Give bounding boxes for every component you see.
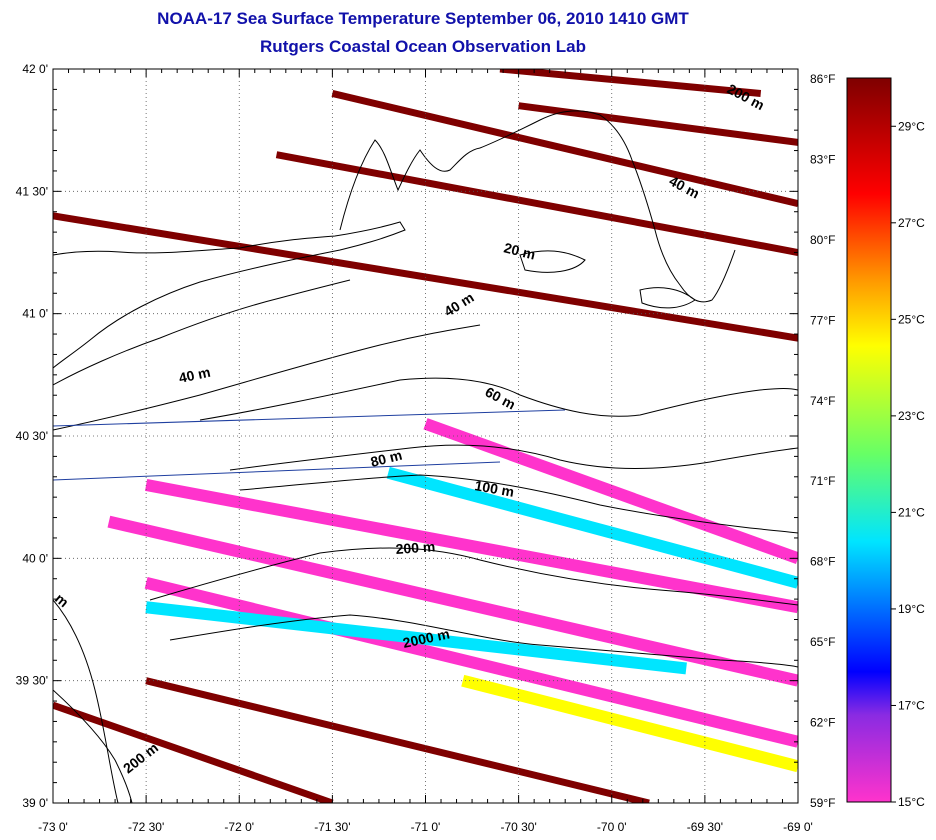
isobath-60m: [199, 377, 798, 421]
transect-line-north: [53, 409, 566, 427]
contour-label-40m-w: 40 m: [177, 364, 212, 386]
fahrenheit-label: 59°F: [810, 796, 835, 810]
fahrenheit-label: 86°F: [810, 72, 835, 86]
sst-swath: [331, 90, 798, 207]
longitude-label: -71 30': [314, 820, 350, 834]
contour-label-200m-ne: 200 m: [725, 81, 768, 114]
sst-swath: [107, 515, 798, 687]
map-title: NOAA-17 Sea Surface Temperature Septembe…: [157, 9, 689, 28]
contour-labels: 200 m 40 m 20 m 40 m 40 m 60 m 80 m 100 …: [52, 81, 767, 777]
latitude-label: 42 0': [22, 62, 48, 76]
grid-lines: [53, 69, 798, 803]
fahrenheit-label: 62°F: [810, 716, 835, 730]
celsius-label: 15°C: [898, 795, 925, 809]
long-island-coast: [53, 221, 406, 369]
fahrenheit-label: 77°F: [810, 313, 835, 327]
sst-swath: [386, 466, 798, 589]
longitude-label: -70 0': [597, 820, 627, 834]
fahrenheit-label: 83°F: [810, 152, 835, 166]
isobath-200m-south: [53, 689, 133, 803]
latitude-label: 41 30': [16, 184, 48, 198]
latitude-label: 39 0': [22, 796, 48, 810]
nantucket: [639, 287, 696, 309]
fahrenheit-labels: 86°F 83°F 80°F 77°F 74°F 71°F 68°F 65°F 62°F 59°F: [810, 72, 835, 810]
celsius-label: 25°C: [898, 312, 925, 326]
fahrenheit-label: 65°F: [810, 635, 835, 649]
celsius-label: 27°C: [898, 216, 925, 230]
marthas-vineyard: [519, 250, 586, 273]
long-island-south: [53, 279, 351, 386]
latitude-labels: 42 0' 41 30' 41 0' 40 30' 40 0' 39 30' 39 0': [16, 62, 48, 810]
sst-swath: [499, 69, 762, 97]
transect-line-south: [53, 461, 501, 481]
fahrenheit-label: 74°F: [810, 394, 835, 408]
contour-label-m-w: m: [52, 590, 72, 610]
longitude-label: -72 30': [128, 820, 164, 834]
sst-swath: [275, 151, 798, 256]
celsius-labels: 29°C 27°C 25°C 23°C 21°C 19°C 17°C 15°C: [891, 119, 925, 809]
sst-swath: [145, 601, 687, 675]
contour-label-80m: 80 m: [369, 447, 404, 470]
celsius-label: 19°C: [898, 602, 925, 616]
sst-swath: [145, 479, 798, 614]
contour-label-40m-mid: 40 m: [441, 289, 477, 319]
longitude-label: -72 0': [224, 820, 254, 834]
fahrenheit-label: 71°F: [810, 474, 835, 488]
longitude-label: -73 0': [38, 820, 68, 834]
longitude-label: -69 0': [783, 820, 813, 834]
latitude-label: 39 30': [16, 674, 48, 688]
axis-ticks: [52, 68, 799, 804]
rhode-island-coast: [339, 139, 481, 231]
celsius-label: 29°C: [898, 119, 925, 133]
isobath-2000m: [169, 614, 798, 668]
longitude-label: -70 30': [500, 820, 536, 834]
longitude-labels: -73 0' -72 30' -72 0' -71 30' -71 0' -70 30' -…: [38, 820, 813, 834]
longitude-label: -69 30': [687, 820, 723, 834]
latitude-label: 40 0': [22, 551, 48, 565]
fahrenheit-label: 68°F: [810, 555, 835, 569]
isobath-100m: [239, 474, 798, 534]
isobath-200m: [149, 547, 798, 606]
celsius-label: 21°C: [898, 505, 925, 519]
colorbar: [846, 77, 892, 803]
contour-label-20m: 20 m: [502, 239, 537, 262]
sst-swath: [461, 674, 798, 773]
sst-swath: [145, 677, 650, 803]
cape-cod-coast: [479, 110, 736, 303]
longitude-label: -71 0': [411, 820, 441, 834]
isobath-40m: [53, 324, 481, 431]
isobath-80m: [229, 444, 798, 471]
contour-label-60m: 60 m: [483, 384, 519, 413]
celsius-label: 17°C: [898, 698, 925, 712]
fahrenheit-label: 80°F: [810, 233, 835, 247]
celsius-label: 23°C: [898, 409, 925, 423]
coastline: [53, 110, 798, 803]
latitude-label: 40 30': [16, 429, 48, 443]
contour-label-100m: 100 m: [473, 477, 515, 500]
sst-swath: [53, 212, 798, 342]
map-subtitle: Rutgers Coastal Ocean Observation Lab: [260, 37, 586, 56]
new-jersey-coast: [53, 599, 119, 803]
sst-swath: [53, 701, 334, 803]
contour-label-200m-sw: 200 m: [120, 739, 161, 776]
sst-swath: [144, 576, 798, 748]
latitude-label: 41 0': [22, 307, 48, 321]
contour-label-200m: 200 m: [395, 538, 436, 557]
